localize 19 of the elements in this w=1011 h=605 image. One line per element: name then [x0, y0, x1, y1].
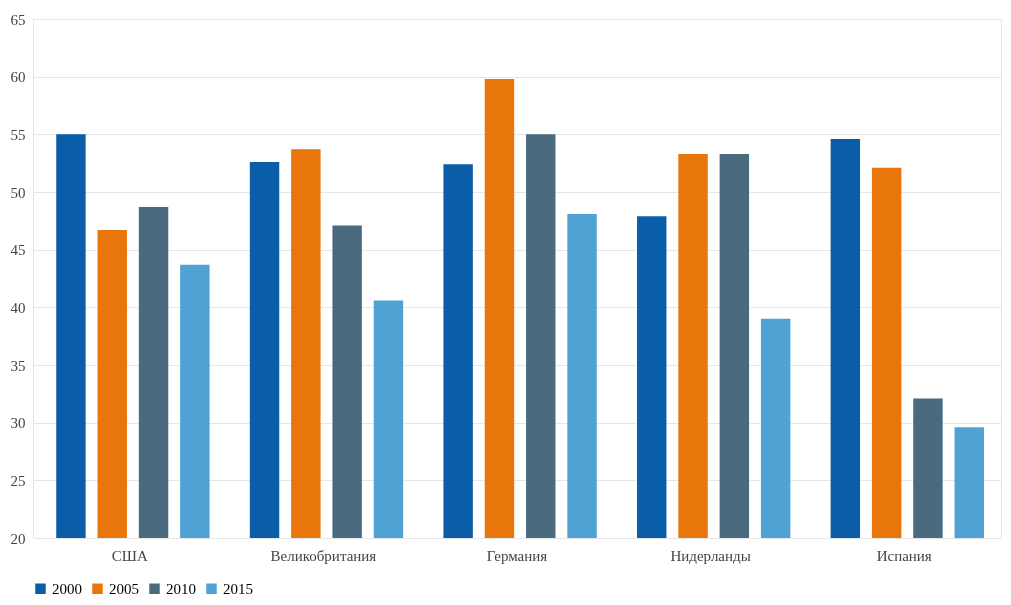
- y-tick-label: 30: [10, 415, 26, 432]
- legend-label: 2010: [166, 580, 196, 597]
- legend-label: 2015: [223, 580, 253, 597]
- y-tick-label: 35: [10, 357, 26, 374]
- y-tick-label: 20: [10, 530, 26, 547]
- x-tick-label: Испания: [876, 547, 932, 564]
- x-tick-label: США: [111, 547, 148, 564]
- y-tick-label: 55: [10, 126, 26, 143]
- x-tick-label: Великобритания: [270, 547, 377, 564]
- y-tick-label: 60: [10, 69, 26, 86]
- y-tick-label: 25: [10, 472, 26, 489]
- x-tick-label: Германия: [486, 547, 548, 564]
- x-tick-label: Нидерланды: [670, 547, 751, 564]
- y-tick-label: 65: [10, 11, 26, 28]
- y-tick-label: 40: [10, 299, 26, 316]
- y-tick-label: 50: [10, 184, 26, 201]
- y-tick-label: 45: [10, 242, 26, 259]
- legend-label: 2005: [109, 580, 139, 597]
- legend-label: 2000: [52, 580, 82, 597]
